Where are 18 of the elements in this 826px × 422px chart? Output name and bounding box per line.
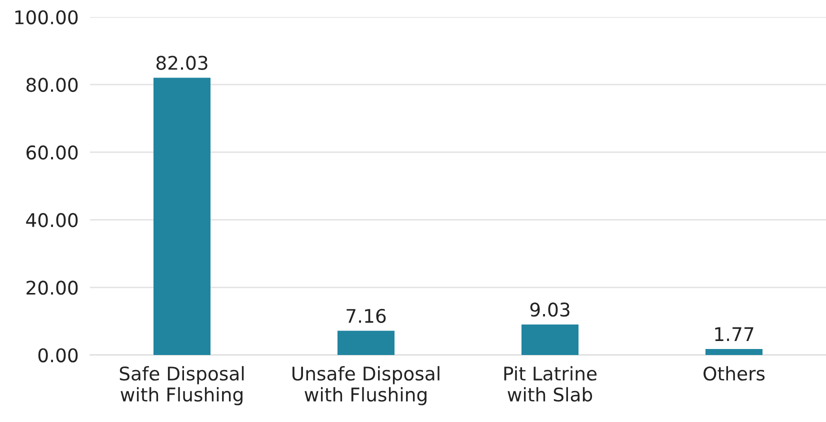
y-tick-label: 40.00 [26, 213, 78, 228]
data-label: 82.03 [156, 56, 208, 70]
x-tick-label: Others [704, 366, 765, 381]
data-label: 7.16 [346, 308, 386, 323]
bar [705, 349, 763, 355]
bar [521, 324, 579, 355]
x-tick-label: Pit Latrine with Slab [504, 366, 597, 402]
y-tick-label: 80.00 [26, 78, 78, 92]
bar [337, 330, 395, 355]
x-tick-label: Unsafe Disposal with Flushing [292, 366, 440, 406]
y-tick-label: 100.00 [15, 10, 78, 24]
y-tick-label: 0.00 [38, 348, 78, 362]
data-label: 9.03 [530, 302, 570, 317]
data-label: 1.77 [715, 327, 754, 341]
bar [153, 78, 211, 355]
y-tick-label: 20.00 [26, 280, 78, 295]
y-tick-label: 60.00 [26, 145, 78, 160]
x-tick-label: Safe Disposal with Flushing [120, 366, 244, 406]
